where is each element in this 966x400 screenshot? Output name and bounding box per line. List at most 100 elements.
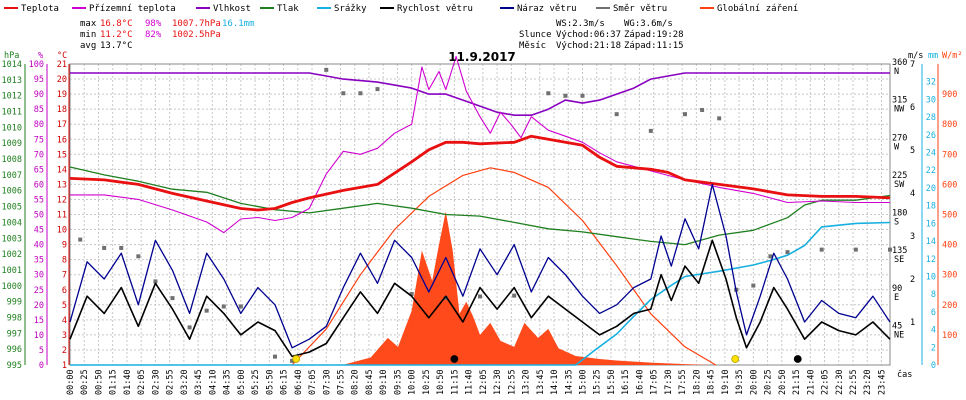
axis-unit-rain: mm bbox=[928, 51, 938, 61]
series-line-temp bbox=[69, 134, 891, 212]
tick-temperature: 20 bbox=[57, 75, 67, 85]
direction-point bbox=[683, 112, 687, 117]
tick-direction-deg: 45 bbox=[892, 321, 902, 331]
tick-rain: 30 bbox=[926, 95, 936, 105]
tick-rain: 20 bbox=[926, 184, 936, 194]
tick-direction-deg: 180 bbox=[892, 209, 907, 219]
grid bbox=[69, 63, 891, 366]
info-wg: WG:3.6m/s bbox=[624, 19, 673, 29]
x-tick-label: 13:45 bbox=[536, 369, 546, 395]
marker-sunrise bbox=[292, 355, 301, 363]
direction-point bbox=[546, 91, 551, 96]
marker-sunset bbox=[731, 355, 740, 363]
tick-temperature: 4 bbox=[62, 316, 67, 326]
tick-rain: 8 bbox=[931, 290, 936, 300]
tick-pressure: 1008 bbox=[2, 155, 22, 165]
tick-temperature: 18 bbox=[57, 105, 67, 115]
x-axis-unit: čas bbox=[897, 369, 912, 380]
tick-rain: 10 bbox=[926, 272, 936, 282]
legend: Teplota Přízemní teplota Vlhkost Tlak Srážky… bbox=[4, 4, 798, 14]
tick-solar: 900 bbox=[942, 90, 957, 100]
tick-pressure: 999 bbox=[7, 298, 22, 308]
marker-moonset bbox=[450, 355, 459, 363]
tick-percent: 80 bbox=[34, 120, 44, 130]
tick-wind: 6 bbox=[910, 103, 915, 113]
tick-pressure: 996 bbox=[7, 345, 22, 355]
x-tick-label: 20:00 bbox=[749, 369, 759, 395]
tick-solar: 800 bbox=[942, 120, 957, 130]
tick-pressure: 1002 bbox=[2, 250, 22, 260]
series-line-wind bbox=[69, 239, 891, 358]
series-line-humidity bbox=[70, 72, 890, 116]
x-tick-label: 09:35 bbox=[393, 369, 403, 395]
direction-point bbox=[102, 245, 107, 250]
x-tick-label: 14:10 bbox=[550, 369, 560, 395]
x-tick-label: 06:15 bbox=[280, 369, 290, 395]
x-tick-label: 07:05 bbox=[308, 369, 318, 395]
axis-unit-temperature: °C bbox=[57, 51, 67, 61]
tick-percent: 40 bbox=[34, 241, 44, 251]
legend-label-wind: Rychlost větru bbox=[397, 4, 473, 14]
tick-temperature: 16 bbox=[57, 135, 67, 145]
tick-pressure: 1009 bbox=[2, 139, 22, 149]
tick-percent: 25 bbox=[34, 286, 44, 296]
tick-percent: 65 bbox=[34, 165, 44, 175]
x-tick-label: 09:10 bbox=[379, 369, 389, 395]
x-tick-label: 02:05 bbox=[137, 369, 147, 395]
direction-point bbox=[290, 358, 295, 363]
x-tick-label: 00:50 bbox=[94, 369, 104, 395]
x-tick-label: 08:20 bbox=[351, 369, 361, 395]
tick-pressure: 1003 bbox=[2, 234, 22, 244]
legend-label-temp: Teplota bbox=[21, 4, 59, 14]
direction-point bbox=[136, 254, 141, 259]
x-tick-label: 12:30 bbox=[493, 369, 503, 395]
direction-point bbox=[78, 237, 83, 242]
x-tick-label: 22:05 bbox=[821, 369, 831, 395]
direction-point bbox=[648, 128, 653, 133]
x-tick-label: 17:55 bbox=[678, 369, 688, 395]
x-tick-label: 16:15 bbox=[621, 369, 631, 395]
tick-percent: 10 bbox=[34, 331, 44, 341]
x-tick-label: 11:40 bbox=[465, 369, 475, 395]
tick-wind: 5 bbox=[910, 146, 915, 156]
x-tick-label: 01:15 bbox=[109, 369, 119, 395]
x-tick-label: 11:15 bbox=[450, 369, 460, 395]
direction-point bbox=[153, 279, 158, 284]
tick-pressure: 1005 bbox=[2, 203, 22, 213]
direction-point bbox=[888, 247, 892, 252]
info-moon-label: Měsíc bbox=[519, 41, 546, 51]
tick-pressure: 1004 bbox=[2, 218, 22, 228]
x-tick-label: 02:30 bbox=[151, 369, 161, 395]
stat-min-label: min bbox=[80, 30, 96, 40]
tick-rain: 32 bbox=[926, 78, 936, 88]
tick-temperature: 5 bbox=[62, 301, 67, 311]
tick-rain: 24 bbox=[926, 149, 936, 159]
tick-temperature: 3 bbox=[62, 331, 67, 341]
x-tick-label: 13:20 bbox=[522, 369, 532, 395]
direction-point bbox=[221, 304, 226, 309]
tick-wind: 7 bbox=[910, 60, 915, 70]
x-tick-label: 17:30 bbox=[664, 369, 674, 395]
x-tick-label: 04:35 bbox=[223, 369, 233, 395]
tick-pressure: 998 bbox=[7, 313, 22, 323]
tick-rain: 2 bbox=[931, 343, 936, 353]
tick-solar: 700 bbox=[942, 150, 957, 160]
series-line-pressure bbox=[69, 166, 891, 246]
direction-point bbox=[358, 91, 363, 96]
direction-point bbox=[717, 116, 722, 121]
tick-direction-label: NW bbox=[894, 105, 905, 115]
x-tick-label: 10:25 bbox=[422, 369, 432, 395]
tick-direction-deg: 90 bbox=[892, 284, 902, 294]
astro-info-panel: WS:2.3m/s WG:3.6m/s Slunce Východ:06:37 Zápa… bbox=[519, 19, 684, 51]
x-tick-label: 02:55 bbox=[166, 369, 176, 395]
tick-temperature: 1 bbox=[62, 361, 67, 371]
x-axis: 00:00 00:25 00:50 01:15 01:40 02:05 02:30 02:55… bbox=[66, 369, 912, 395]
x-tick-label: 16:40 bbox=[635, 369, 645, 395]
axis-unit-solar: W/m² bbox=[942, 51, 962, 61]
tick-wind: 2 bbox=[910, 275, 915, 285]
info-moon-set: Západ:11:15 bbox=[624, 41, 684, 51]
tick-pressure: 995 bbox=[7, 361, 22, 371]
legend-label-direction: Směr větru bbox=[613, 4, 667, 14]
tick-pressure: 1011 bbox=[2, 108, 22, 118]
